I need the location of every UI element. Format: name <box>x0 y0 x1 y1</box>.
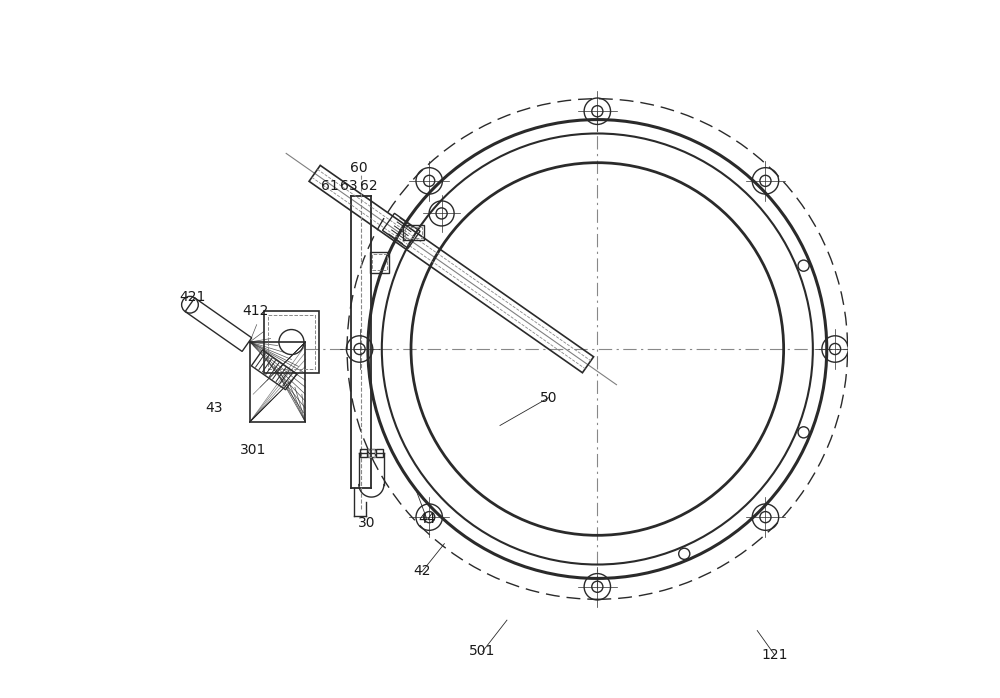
Text: 63: 63 <box>340 179 358 193</box>
Text: 421: 421 <box>180 290 206 304</box>
Text: 44: 44 <box>418 512 436 526</box>
Text: 301: 301 <box>240 443 266 456</box>
Text: 42: 42 <box>413 565 431 579</box>
Text: 50: 50 <box>540 391 557 405</box>
Bar <box>264 311 319 373</box>
Bar <box>403 225 424 240</box>
Bar <box>370 252 389 272</box>
Bar <box>250 342 305 422</box>
Text: 121: 121 <box>761 648 788 662</box>
Text: 61: 61 <box>321 179 339 193</box>
Bar <box>372 254 387 270</box>
Text: 62: 62 <box>360 179 377 193</box>
Text: 60: 60 <box>350 161 368 175</box>
Bar <box>368 449 375 457</box>
Bar <box>405 227 422 238</box>
Bar <box>360 449 367 457</box>
Bar <box>368 449 375 457</box>
Bar <box>268 315 315 369</box>
Bar <box>185 298 252 351</box>
Bar <box>376 449 383 457</box>
Bar <box>251 350 297 389</box>
Text: 43: 43 <box>205 401 222 415</box>
Text: 412: 412 <box>242 304 268 318</box>
Bar <box>382 214 420 248</box>
Text: 501: 501 <box>469 644 496 658</box>
Bar <box>309 165 594 373</box>
Text: 30: 30 <box>358 516 375 530</box>
